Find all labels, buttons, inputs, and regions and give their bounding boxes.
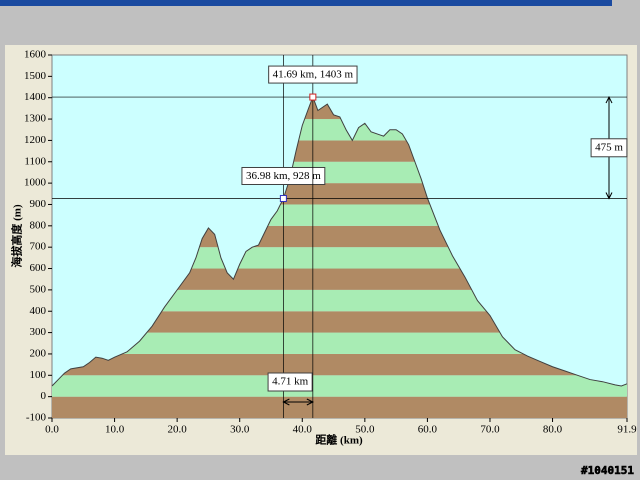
y-tick-label: -100 — [26, 412, 47, 424]
y-tick-label: 1200 — [24, 134, 47, 146]
x-tick-label: 0.0 — [45, 424, 59, 436]
marker — [279, 194, 287, 202]
arrowheads-v — [605, 95, 613, 200]
marker-label: 36.98 km, 928 m — [246, 170, 321, 182]
watermark: #1040151 — [581, 464, 634, 477]
x-tick-label: 30.0 — [230, 424, 250, 436]
title-bar — [0, 0, 612, 6]
y-tick-label: 1600 — [24, 49, 47, 61]
y-tick-label: 400 — [30, 305, 47, 317]
stripe — [52, 375, 627, 397]
x-tick-label: 10.0 — [105, 424, 125, 436]
arrowheads-h — [282, 398, 314, 406]
y-tick-label: 800 — [30, 219, 47, 231]
y-tick-label: 900 — [30, 198, 47, 210]
stripe — [52, 396, 627, 418]
y-tick-label: 1300 — [24, 113, 47, 125]
y-tick-label: 1000 — [24, 177, 47, 189]
marker — [309, 93, 317, 101]
stripe — [52, 311, 627, 333]
marker-label-box — [268, 65, 358, 84]
span-label-h: 4.71 km — [272, 376, 309, 388]
x-tick-label: 60.0 — [418, 424, 438, 436]
y-tick-label: 1100 — [24, 155, 46, 167]
y-tick-label: 500 — [30, 283, 47, 295]
y-tick-label: 700 — [30, 241, 47, 253]
y-tick-label: 0 — [41, 390, 47, 402]
marker-label-box — [241, 166, 326, 185]
y-tick-label: 1500 — [24, 70, 47, 82]
y-axis-label: 海拔高度 (m) — [10, 204, 24, 268]
x-tick-label: 91.9 — [617, 424, 637, 436]
marker-label: 41.69 km, 1403 m — [273, 69, 354, 81]
y-tick-label: 600 — [30, 262, 47, 274]
stripe — [52, 332, 627, 354]
stripe — [52, 353, 627, 376]
x-tick-label: 70.0 — [480, 424, 500, 436]
profile-line — [51, 95, 628, 387]
span-label-box — [590, 138, 628, 158]
y-tick-label: 300 — [30, 326, 47, 338]
x-tick-label: 40.0 — [293, 424, 313, 436]
x-axis-label: 距離 (km) — [315, 433, 363, 447]
y-tick-label: 100 — [30, 369, 47, 381]
span-label-box — [267, 372, 313, 392]
x-tick-label: 50.0 — [355, 424, 375, 436]
y-tick-label: 1400 — [24, 91, 47, 103]
x-tick-label: 80.0 — [543, 424, 563, 436]
y-tick-label: 200 — [30, 347, 47, 359]
x-tick-label: 20.0 — [168, 424, 188, 436]
span-label-v: 475 m — [595, 141, 623, 153]
